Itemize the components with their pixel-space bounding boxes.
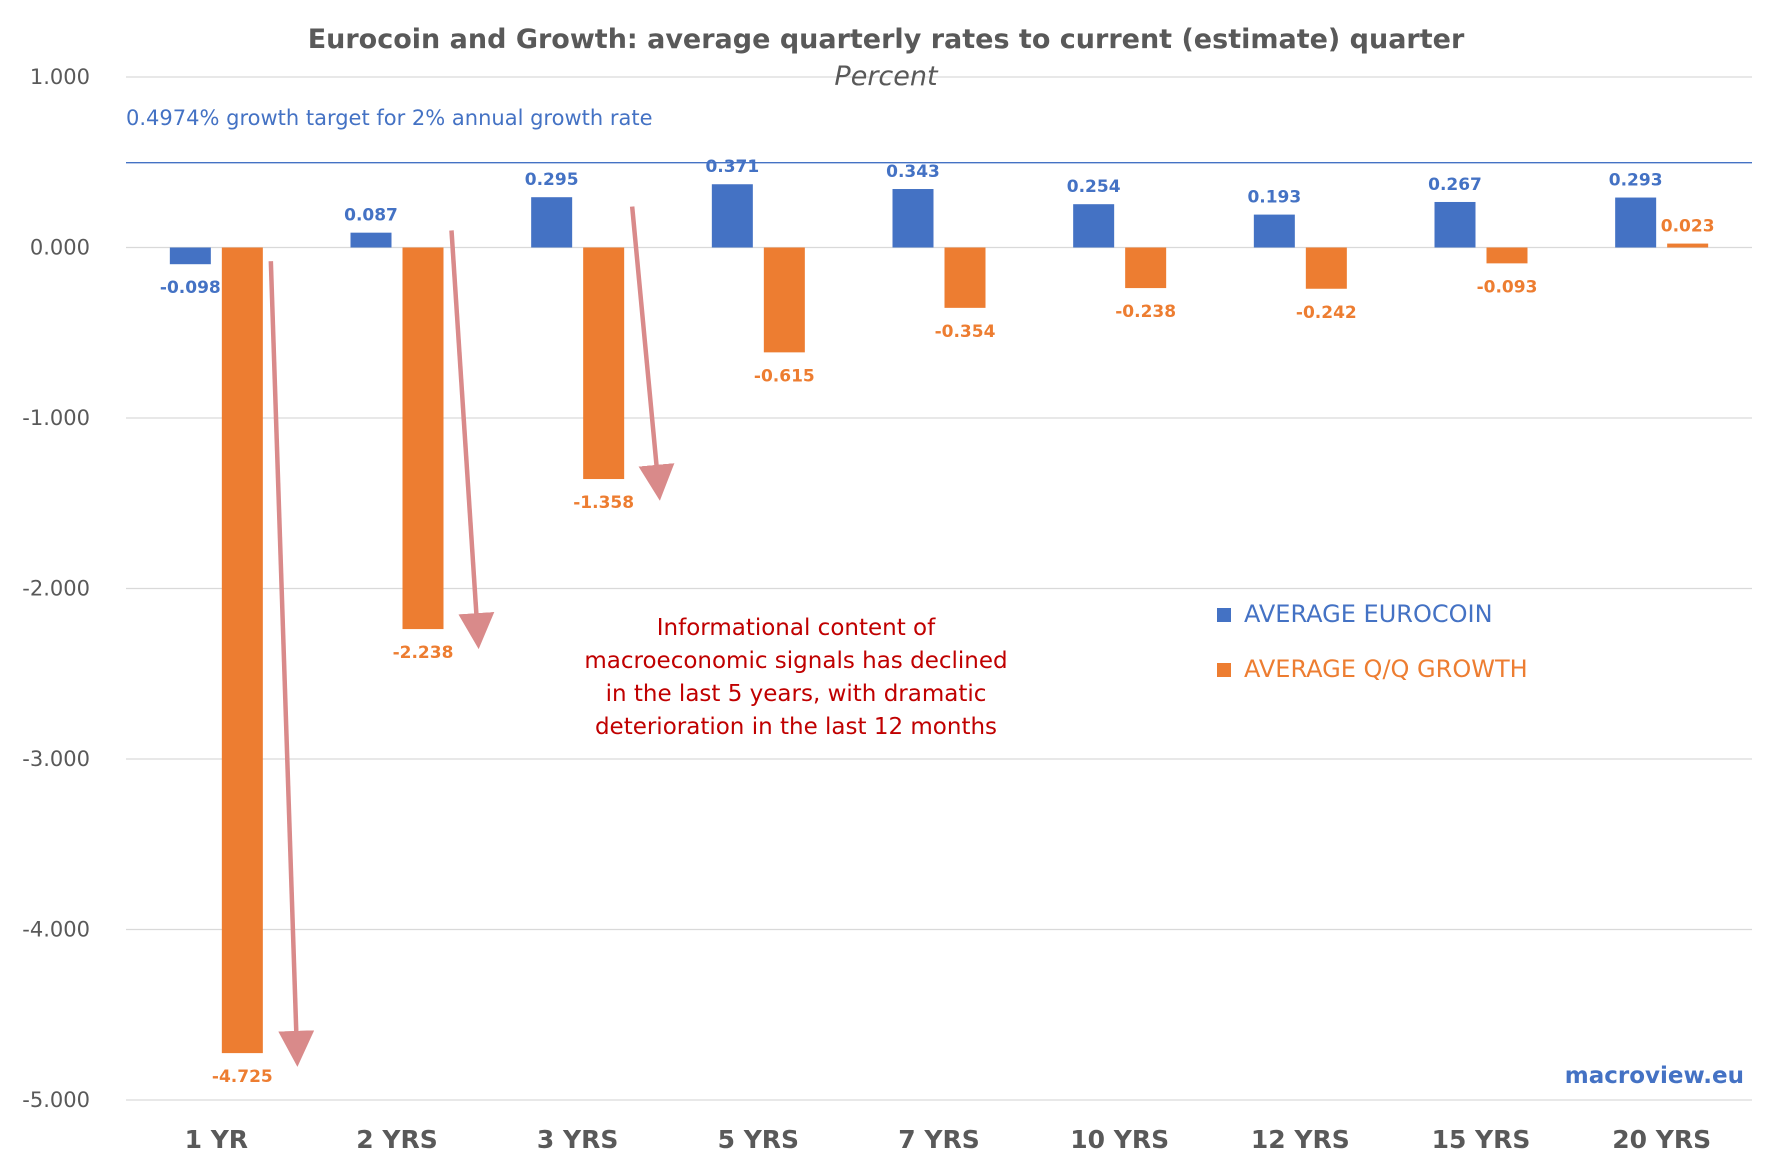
chart-title: Eurocoin and Growth: average quarterly r… — [308, 24, 1465, 55]
x-tick-label: 15 YRS — [1432, 1125, 1531, 1154]
data-label: -0.615 — [754, 366, 815, 386]
annotation-text: Informational content of macroeconomic s… — [584, 615, 1007, 740]
data-label: -4.725 — [212, 1067, 273, 1087]
legend-label-eurocoin: AVERAGE EUROCOIN — [1244, 600, 1493, 628]
x-tick-label: 2 YRS — [356, 1125, 437, 1154]
x-tick-label: 12 YRS — [1251, 1125, 1350, 1154]
y-tick-label: -3.000 — [22, 747, 90, 771]
bar-growth-5 — [1125, 247, 1167, 289]
chart-subtitle: Percent — [834, 61, 939, 92]
annotation-line-1: Informational content of — [657, 615, 936, 641]
data-labels: -0.098 0.087 0.295 0.371 0.343 0.254 0.193 0.26… — [160, 157, 1715, 1087]
axes: 1.000 0.000 -1.000 -2.000 -3.000 -4.000 -5.000… — [22, 65, 1711, 1154]
data-label: 0.193 — [1247, 188, 1301, 208]
data-label: 0.267 — [1428, 175, 1482, 195]
bar-eurocoin-0 — [169, 247, 211, 265]
data-label: 0.293 — [1609, 171, 1663, 191]
bar-growth-7 — [1486, 247, 1528, 264]
bar-growth-4 — [944, 247, 986, 308]
bar-growth-1 — [402, 247, 444, 630]
data-label: 0.023 — [1661, 217, 1715, 237]
annotation-line-2: macroeconomic signals has declined — [584, 648, 1007, 674]
data-label: -0.242 — [1296, 303, 1357, 323]
legend: AVERAGE EUROCOIN AVERAGE Q/Q GROWTH — [1217, 600, 1528, 683]
legend-label-growth: AVERAGE Q/Q GROWTH — [1244, 655, 1528, 683]
decline-arrow-2 — [629, 206, 675, 501]
y-tick-label: -2.000 — [22, 577, 90, 601]
legend-swatch-growth — [1217, 663, 1231, 677]
bar-growth-2 — [583, 247, 625, 480]
reference-line-label: 0.4974% growth target for 2% annual grow… — [126, 106, 653, 130]
bar-growth-8 — [1667, 243, 1709, 248]
x-tick-label: 1 YR — [185, 1125, 248, 1154]
data-label: -1.358 — [573, 493, 634, 513]
decline-arrow-0 — [268, 261, 315, 1067]
y-tick-label: 0.000 — [30, 236, 90, 260]
x-tick-label: 20 YRS — [1612, 1125, 1711, 1154]
gridlines — [126, 76, 1752, 1101]
data-label: 0.371 — [705, 157, 759, 177]
bar-growth-0 — [221, 247, 263, 1054]
data-label: -0.354 — [935, 322, 996, 342]
bar-eurocoin-5 — [1073, 204, 1115, 248]
bar-growth-3 — [763, 247, 805, 353]
data-label: 0.254 — [1067, 177, 1121, 197]
y-tick-label: -5.000 — [22, 1088, 90, 1112]
data-label: -2.238 — [393, 643, 454, 663]
legend-swatch-eurocoin — [1217, 608, 1231, 622]
x-tick-label: 5 YRS — [718, 1125, 799, 1154]
bar-eurocoin-2 — [531, 197, 573, 248]
watermark: macroview.eu — [1565, 1063, 1744, 1089]
bars — [169, 184, 1709, 1054]
data-label: 0.295 — [525, 170, 579, 190]
x-tick-label: 7 YRS — [898, 1125, 979, 1154]
annotation-line-3: in the last 5 years, with dramatic — [606, 681, 987, 707]
bar-eurocoin-8 — [1615, 197, 1657, 248]
data-label: -0.238 — [1115, 302, 1176, 322]
data-label: 0.343 — [886, 162, 940, 182]
y-tick-label: -1.000 — [22, 406, 90, 430]
bar-eurocoin-3 — [711, 184, 753, 248]
x-tick-label: 3 YRS — [537, 1125, 618, 1154]
arrows — [268, 206, 675, 1067]
data-label: -0.093 — [1477, 277, 1538, 297]
bar-eurocoin-7 — [1434, 201, 1476, 248]
x-tick-label: 10 YRS — [1070, 1125, 1169, 1154]
y-tick-label: -4.000 — [22, 918, 90, 942]
bar-growth-6 — [1305, 247, 1347, 289]
bar-eurocoin-6 — [1253, 214, 1295, 248]
data-label: 0.087 — [344, 206, 398, 226]
y-tick-label: 1.000 — [30, 65, 90, 89]
data-label: -0.098 — [160, 278, 221, 298]
bar-eurocoin-4 — [892, 189, 934, 248]
annotation-line-4: deterioration in the last 12 months — [595, 714, 997, 740]
bar-eurocoin-1 — [350, 232, 392, 248]
decline-arrow-1 — [449, 230, 495, 650]
